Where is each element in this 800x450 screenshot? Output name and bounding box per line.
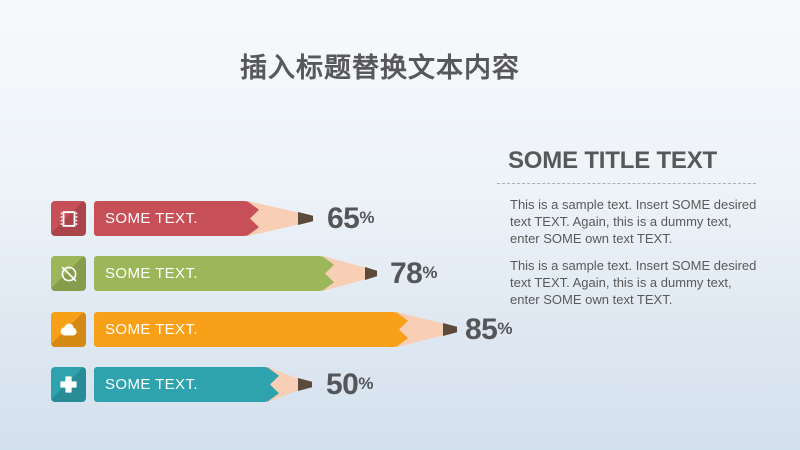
bar-label: SOME TEXT. — [105, 321, 198, 338]
pencil-bar-row: SOME TEXT. 85% — [0, 312, 800, 347]
plus-icon — [51, 367, 86, 402]
right-panel: SOME TITLE TEXT This is a sample text. I… — [497, 146, 765, 308]
film-icon — [51, 201, 86, 236]
pencil-bar-row: SOME TEXT. 78% — [0, 256, 800, 291]
pencil-bar — [94, 256, 377, 291]
panel-paragraph: This is a sample text. Insert SOME desir… — [510, 197, 757, 246]
bar-label: SOME TEXT. — [105, 376, 198, 393]
cloud-icon — [51, 312, 86, 347]
panel-paragraph: This is a sample text. Insert SOME desir… — [510, 258, 757, 307]
pencil-bar — [94, 201, 313, 236]
bar-value: 50% — [326, 368, 374, 401]
pencil-bar-row: SOME TEXT. 50% — [0, 367, 800, 402]
bar-label: SOME TEXT. — [105, 210, 198, 227]
pencil-bar — [94, 367, 312, 402]
ban-icon — [51, 256, 86, 291]
bar-value: 65% — [327, 202, 375, 235]
pencil-bar — [94, 312, 457, 347]
bar-value: 85% — [465, 313, 513, 346]
panel-title: SOME TITLE TEXT — [508, 147, 718, 174]
pencil-bar-row: SOME TEXT. 65% — [0, 201, 800, 236]
bar-value: 78% — [390, 257, 438, 290]
dotted-divider — [497, 183, 756, 184]
bar-label: SOME TEXT. — [105, 265, 198, 282]
page-title: 插入标题替换文本内容 — [240, 53, 520, 83]
